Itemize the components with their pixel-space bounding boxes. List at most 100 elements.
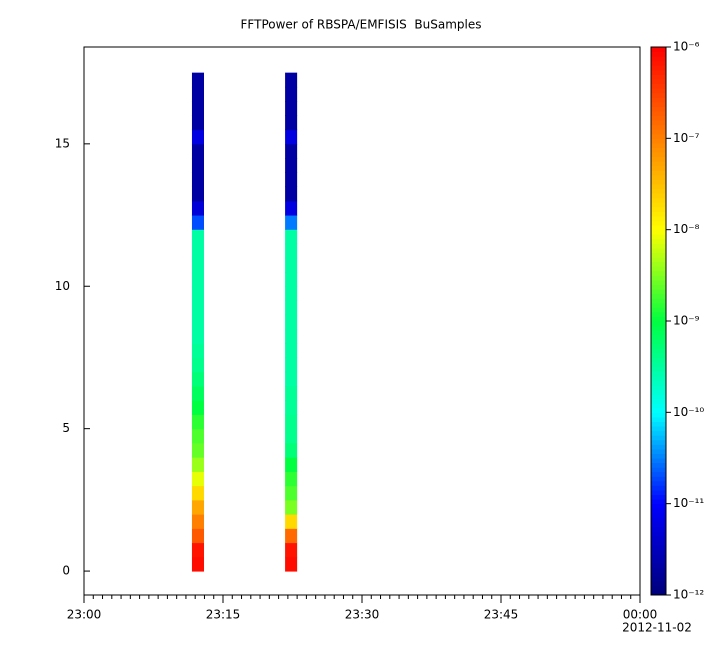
colorbar-segment (651, 229, 666, 235)
colorbar-segment (651, 430, 666, 436)
colorbar-segment (651, 480, 666, 486)
colorbar-segment (651, 188, 666, 194)
colorbar-segment (651, 517, 666, 523)
spectrogram-cell (191, 514, 205, 529)
spectrogram-cell (191, 200, 205, 216)
spectrogram-cell (191, 129, 205, 145)
spectrogram-cell (191, 471, 205, 487)
colorbar-segment (651, 311, 666, 317)
colorbar-segment (651, 138, 666, 144)
y-tick-label: 15 (55, 136, 70, 150)
colorbar-segment (651, 325, 666, 331)
spectrogram-cell (191, 314, 205, 330)
spectrogram-cell (191, 414, 205, 430)
colorbar-segment (651, 115, 666, 121)
colorbar-segment (651, 129, 666, 135)
colorbar-segment (651, 558, 666, 564)
colorbar-segment (651, 384, 666, 390)
colorbar-segment (651, 238, 666, 244)
y-tick-label: 10 (55, 279, 70, 293)
spectrogram-cell (285, 357, 298, 373)
spectrogram-cell (191, 343, 205, 358)
colorbar-segment (651, 348, 666, 354)
colorbar-segment (651, 334, 666, 340)
spectrogram-cell (191, 371, 205, 387)
colorbar-segment (651, 453, 666, 459)
spectrogram-cell (191, 186, 205, 202)
colorbar-segment (651, 220, 666, 226)
colorbar-segment (651, 211, 666, 217)
colorbar-segment (651, 152, 666, 158)
spectrogram-cell (285, 243, 298, 259)
spectrogram-cell (285, 229, 298, 245)
colorbar-segment (651, 544, 666, 550)
colorbar-tick-label: 10⁻¹¹ (673, 496, 704, 510)
colorbar-segment (651, 448, 666, 454)
spectrogram-cell (285, 143, 298, 159)
spectrogram-cell (191, 442, 205, 458)
colorbar-segment (651, 343, 666, 349)
x-tick-label: 23:45 (484, 608, 519, 622)
spectrogram-cell (285, 129, 298, 145)
spectrogram-cell (285, 499, 298, 515)
colorbar-tick-label: 10⁻⁶ (673, 40, 700, 54)
spectrogram-cell (285, 371, 298, 387)
colorbar-tick-label: 10⁻⁷ (673, 131, 700, 145)
colorbar-segment (651, 247, 666, 253)
colorbar-segment (651, 499, 666, 505)
spectrogram-cell (285, 257, 298, 273)
spectrogram-cell (285, 172, 298, 188)
colorbar-segment (651, 444, 666, 450)
spectrogram-cell (285, 471, 298, 487)
colorbar-segment (651, 389, 666, 395)
colorbar-segment (651, 421, 666, 427)
x-tick-label: 23:15 (206, 608, 241, 622)
colorbar-segment (651, 47, 666, 53)
spectrogram-cell (285, 200, 298, 216)
colorbar-segment (651, 352, 666, 359)
colorbar-segment (651, 142, 666, 148)
colorbar-segment (651, 412, 666, 418)
colorbar-segment (651, 585, 666, 591)
colorbar-segment (651, 101, 666, 107)
colorbar-segment (651, 293, 666, 299)
spectrogram-cell (285, 300, 298, 316)
colorbar-segment (651, 508, 666, 514)
colorbar-segment (651, 69, 666, 75)
colorbar-segment (651, 316, 666, 322)
colorbar-segment (651, 535, 666, 541)
colorbar-segment (651, 380, 666, 386)
spectrogram-cell (191, 457, 205, 472)
colorbar-segment (651, 567, 666, 573)
plot-frame (83, 46, 641, 596)
colorbar-segment (651, 512, 666, 518)
colorbar-segment (651, 275, 666, 281)
spectrogram-cell (191, 158, 205, 173)
spectrogram-cell (285, 115, 298, 131)
colorbar-segment (651, 110, 666, 116)
spectrogram-cell (191, 556, 205, 572)
spectrogram-cell (191, 243, 205, 259)
spectrogram-cell (285, 457, 298, 472)
spectrogram-cell (285, 556, 298, 572)
colorbar-segment (651, 261, 666, 267)
colorbar-segment (651, 553, 666, 559)
colorbar-segment (651, 563, 666, 569)
colorbar-segment (651, 197, 666, 203)
colorbar-segment (651, 74, 666, 80)
colorbar-segment (651, 398, 666, 404)
spectrogram-cell (191, 499, 205, 515)
spectrogram-cell (191, 101, 205, 116)
colorbar-segment (651, 65, 666, 71)
colorbar-segment (651, 403, 666, 409)
colorbar-segment (651, 407, 666, 413)
colorbar-segment (651, 257, 666, 263)
spectrogram-cell (285, 101, 298, 116)
colorbar-segment (651, 471, 666, 477)
colorbar-segment (651, 458, 666, 464)
colorbar-segment (651, 289, 666, 295)
spectrogram-cell (191, 528, 205, 544)
colorbar-segment (651, 120, 666, 126)
colorbar-segment (651, 60, 666, 66)
spectrogram-cell (285, 215, 298, 230)
